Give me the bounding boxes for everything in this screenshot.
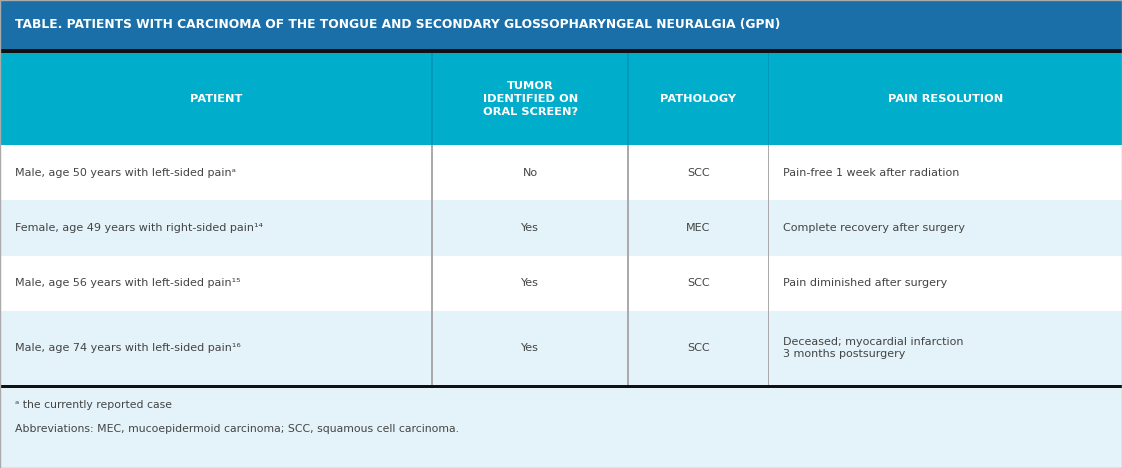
Bar <box>767 311 770 385</box>
Bar <box>0 256 1122 258</box>
Text: Yes: Yes <box>522 223 539 233</box>
Text: Yes: Yes <box>522 278 539 288</box>
Text: PAIN RESOLUTION: PAIN RESOLUTION <box>888 94 1003 104</box>
Text: Male, age 50 years with left-sided painᵃ: Male, age 50 years with left-sided painᵃ <box>15 168 236 178</box>
Bar <box>0 200 1122 256</box>
Text: Pain-free 1 week after radiation: Pain-free 1 week after radiation <box>783 168 959 178</box>
Bar <box>431 53 433 145</box>
Bar <box>431 256 433 311</box>
Text: SCC: SCC <box>687 168 710 178</box>
Bar <box>431 311 433 385</box>
Bar <box>0 388 1122 468</box>
Text: Female, age 49 years with right-sided pain¹⁴: Female, age 49 years with right-sided pa… <box>15 223 263 233</box>
Bar <box>767 256 770 311</box>
Text: PATIENT: PATIENT <box>190 94 242 104</box>
Bar <box>0 200 1122 203</box>
Text: Abbreviations: MEC, mucoepidermoid carcinoma; SCC, squamous cell carcinoma.: Abbreviations: MEC, mucoepidermoid carci… <box>15 424 459 434</box>
Bar <box>627 200 629 256</box>
Text: Deceased; myocardial infarction
3 months postsurgery: Deceased; myocardial infarction 3 months… <box>783 336 964 359</box>
Text: Pain diminished after surgery: Pain diminished after surgery <box>783 278 947 288</box>
Bar <box>0 53 1122 145</box>
Bar <box>431 200 433 256</box>
Bar <box>767 145 770 200</box>
Bar <box>431 145 433 200</box>
Bar <box>627 53 629 145</box>
Text: SCC: SCC <box>687 343 710 353</box>
Bar <box>627 256 629 311</box>
Bar <box>0 145 1122 200</box>
Bar <box>767 53 770 145</box>
Bar <box>0 311 1122 313</box>
Text: TUMOR
IDENTIFIED ON
ORAL SCREEN?: TUMOR IDENTIFIED ON ORAL SCREEN? <box>482 81 578 117</box>
Bar <box>627 145 629 200</box>
Bar <box>0 385 1122 388</box>
Bar <box>0 0 1122 49</box>
Text: ᵃ the currently reported case: ᵃ the currently reported case <box>15 400 172 410</box>
Bar <box>0 311 1122 385</box>
Text: MEC: MEC <box>687 223 710 233</box>
Text: Male, age 56 years with left-sided pain¹⁵: Male, age 56 years with left-sided pain¹… <box>15 278 240 288</box>
Text: PATHOLOGY: PATHOLOGY <box>661 94 736 104</box>
Text: SCC: SCC <box>687 278 710 288</box>
Text: TABLE. PATIENTS WITH CARCINOMA OF THE TONGUE AND SECONDARY GLOSSOPHARYNGEAL NEUR: TABLE. PATIENTS WITH CARCINOMA OF THE TO… <box>15 18 780 31</box>
Bar <box>0 256 1122 311</box>
Text: Male, age 74 years with left-sided pain¹⁶: Male, age 74 years with left-sided pain¹… <box>15 343 240 353</box>
Bar <box>0 145 1122 149</box>
Bar <box>0 49 1122 53</box>
Bar <box>627 311 629 385</box>
Text: Yes: Yes <box>522 343 539 353</box>
Text: Complete recovery after surgery: Complete recovery after surgery <box>783 223 965 233</box>
Text: No: No <box>523 168 537 178</box>
Bar <box>767 200 770 256</box>
